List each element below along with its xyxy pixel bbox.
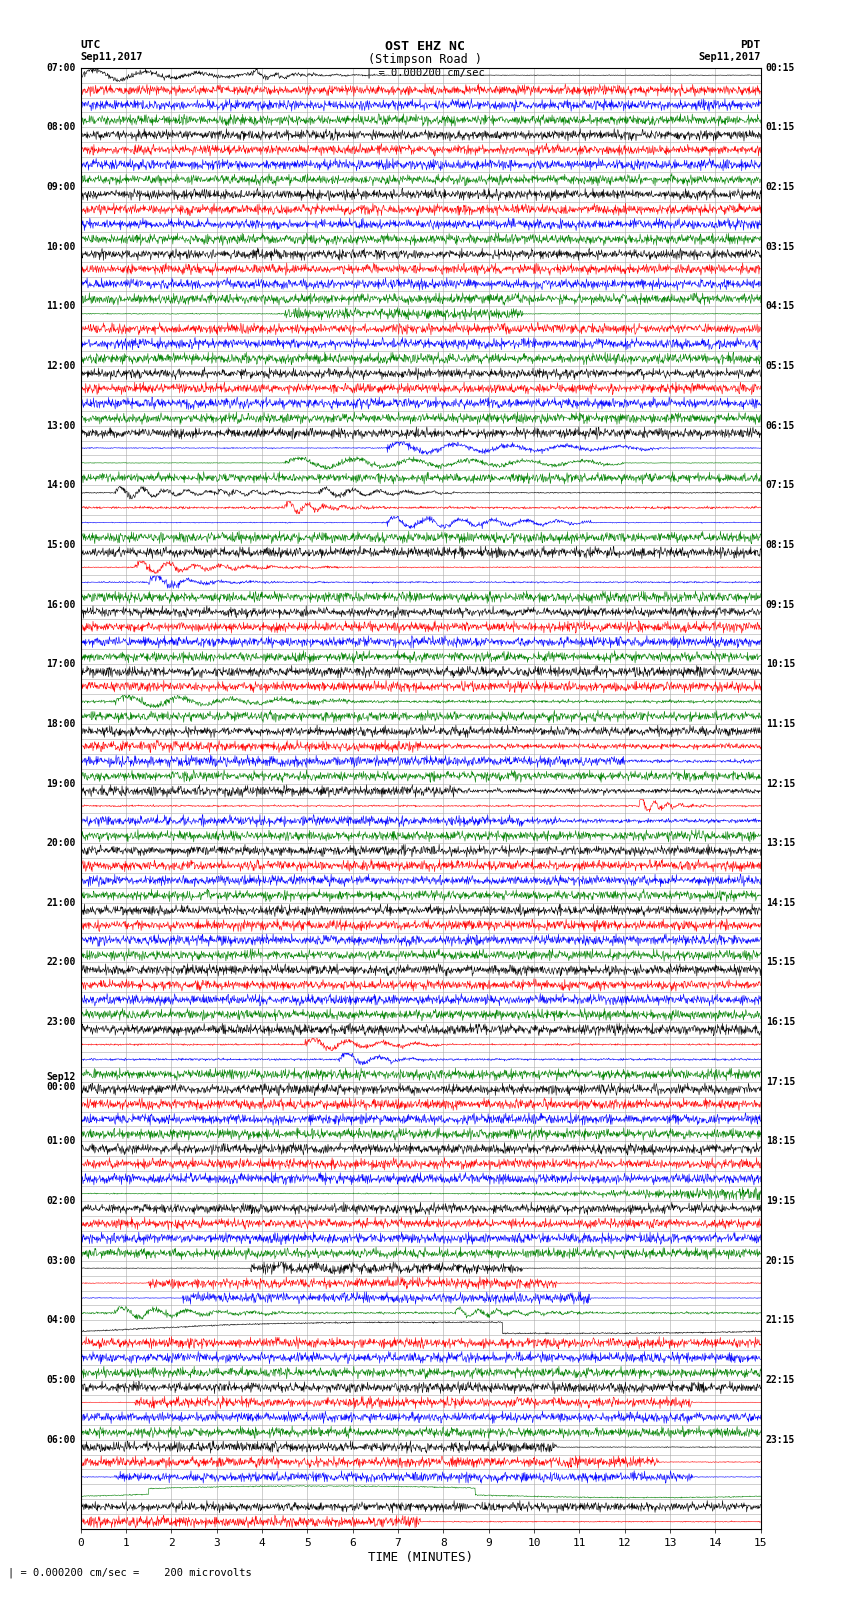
Text: 04:00: 04:00 xyxy=(46,1315,76,1326)
Text: 02:15: 02:15 xyxy=(766,182,796,192)
Text: 06:15: 06:15 xyxy=(766,421,796,431)
Text: 05:15: 05:15 xyxy=(766,361,796,371)
Text: 11:00: 11:00 xyxy=(46,302,76,311)
Text: 16:15: 16:15 xyxy=(766,1018,796,1027)
Text: 20:15: 20:15 xyxy=(766,1255,796,1266)
Text: 15:00: 15:00 xyxy=(46,540,76,550)
Text: | = 0.000200 cm/sec: | = 0.000200 cm/sec xyxy=(366,68,484,79)
Text: 14:00: 14:00 xyxy=(46,481,76,490)
Text: 08:00: 08:00 xyxy=(46,123,76,132)
Text: (Stimpson Road ): (Stimpson Road ) xyxy=(368,53,482,66)
Text: 07:00: 07:00 xyxy=(46,63,76,73)
Text: 15:15: 15:15 xyxy=(766,958,796,968)
Text: 13:00: 13:00 xyxy=(46,421,76,431)
Text: 23:15: 23:15 xyxy=(766,1434,796,1445)
Text: 01:15: 01:15 xyxy=(766,123,796,132)
Text: 02:00: 02:00 xyxy=(46,1197,76,1207)
Text: 09:15: 09:15 xyxy=(766,600,796,610)
Text: 21:00: 21:00 xyxy=(46,898,76,908)
Text: 17:00: 17:00 xyxy=(46,660,76,669)
Text: 12:15: 12:15 xyxy=(766,779,796,789)
Text: 08:15: 08:15 xyxy=(766,540,796,550)
Text: 07:15: 07:15 xyxy=(766,481,796,490)
Text: 06:00: 06:00 xyxy=(46,1434,76,1445)
Text: Sep12: Sep12 xyxy=(46,1071,76,1082)
Text: 10:00: 10:00 xyxy=(46,242,76,252)
Text: 01:00: 01:00 xyxy=(46,1137,76,1147)
Text: Sep11,2017: Sep11,2017 xyxy=(81,52,144,61)
Text: 18:00: 18:00 xyxy=(46,719,76,729)
Text: 11:15: 11:15 xyxy=(766,719,796,729)
Text: 21:15: 21:15 xyxy=(766,1315,796,1326)
Text: 04:15: 04:15 xyxy=(766,302,796,311)
Text: 22:15: 22:15 xyxy=(766,1374,796,1386)
Text: 09:00: 09:00 xyxy=(46,182,76,192)
Text: 00:00: 00:00 xyxy=(46,1082,76,1092)
Text: 03:15: 03:15 xyxy=(766,242,796,252)
Text: 18:15: 18:15 xyxy=(766,1137,796,1147)
Text: 20:00: 20:00 xyxy=(46,839,76,848)
Text: PDT: PDT xyxy=(740,39,761,50)
Text: 03:00: 03:00 xyxy=(46,1255,76,1266)
Text: 10:15: 10:15 xyxy=(766,660,796,669)
Text: 22:00: 22:00 xyxy=(46,958,76,968)
Text: 05:00: 05:00 xyxy=(46,1374,76,1386)
Text: UTC: UTC xyxy=(81,39,101,50)
Text: 14:15: 14:15 xyxy=(766,898,796,908)
Text: 16:00: 16:00 xyxy=(46,600,76,610)
X-axis label: TIME (MINUTES): TIME (MINUTES) xyxy=(368,1552,473,1565)
Text: 19:00: 19:00 xyxy=(46,779,76,789)
Text: 13:15: 13:15 xyxy=(766,839,796,848)
Text: OST EHZ NC: OST EHZ NC xyxy=(385,39,465,53)
Text: 19:15: 19:15 xyxy=(766,1197,796,1207)
Text: 00:15: 00:15 xyxy=(766,63,796,73)
Text: | = 0.000200 cm/sec =    200 microvolts: | = 0.000200 cm/sec = 200 microvolts xyxy=(8,1566,252,1578)
Text: 17:15: 17:15 xyxy=(766,1077,796,1087)
Text: Sep11,2017: Sep11,2017 xyxy=(698,52,761,61)
Text: 23:00: 23:00 xyxy=(46,1018,76,1027)
Text: 12:00: 12:00 xyxy=(46,361,76,371)
